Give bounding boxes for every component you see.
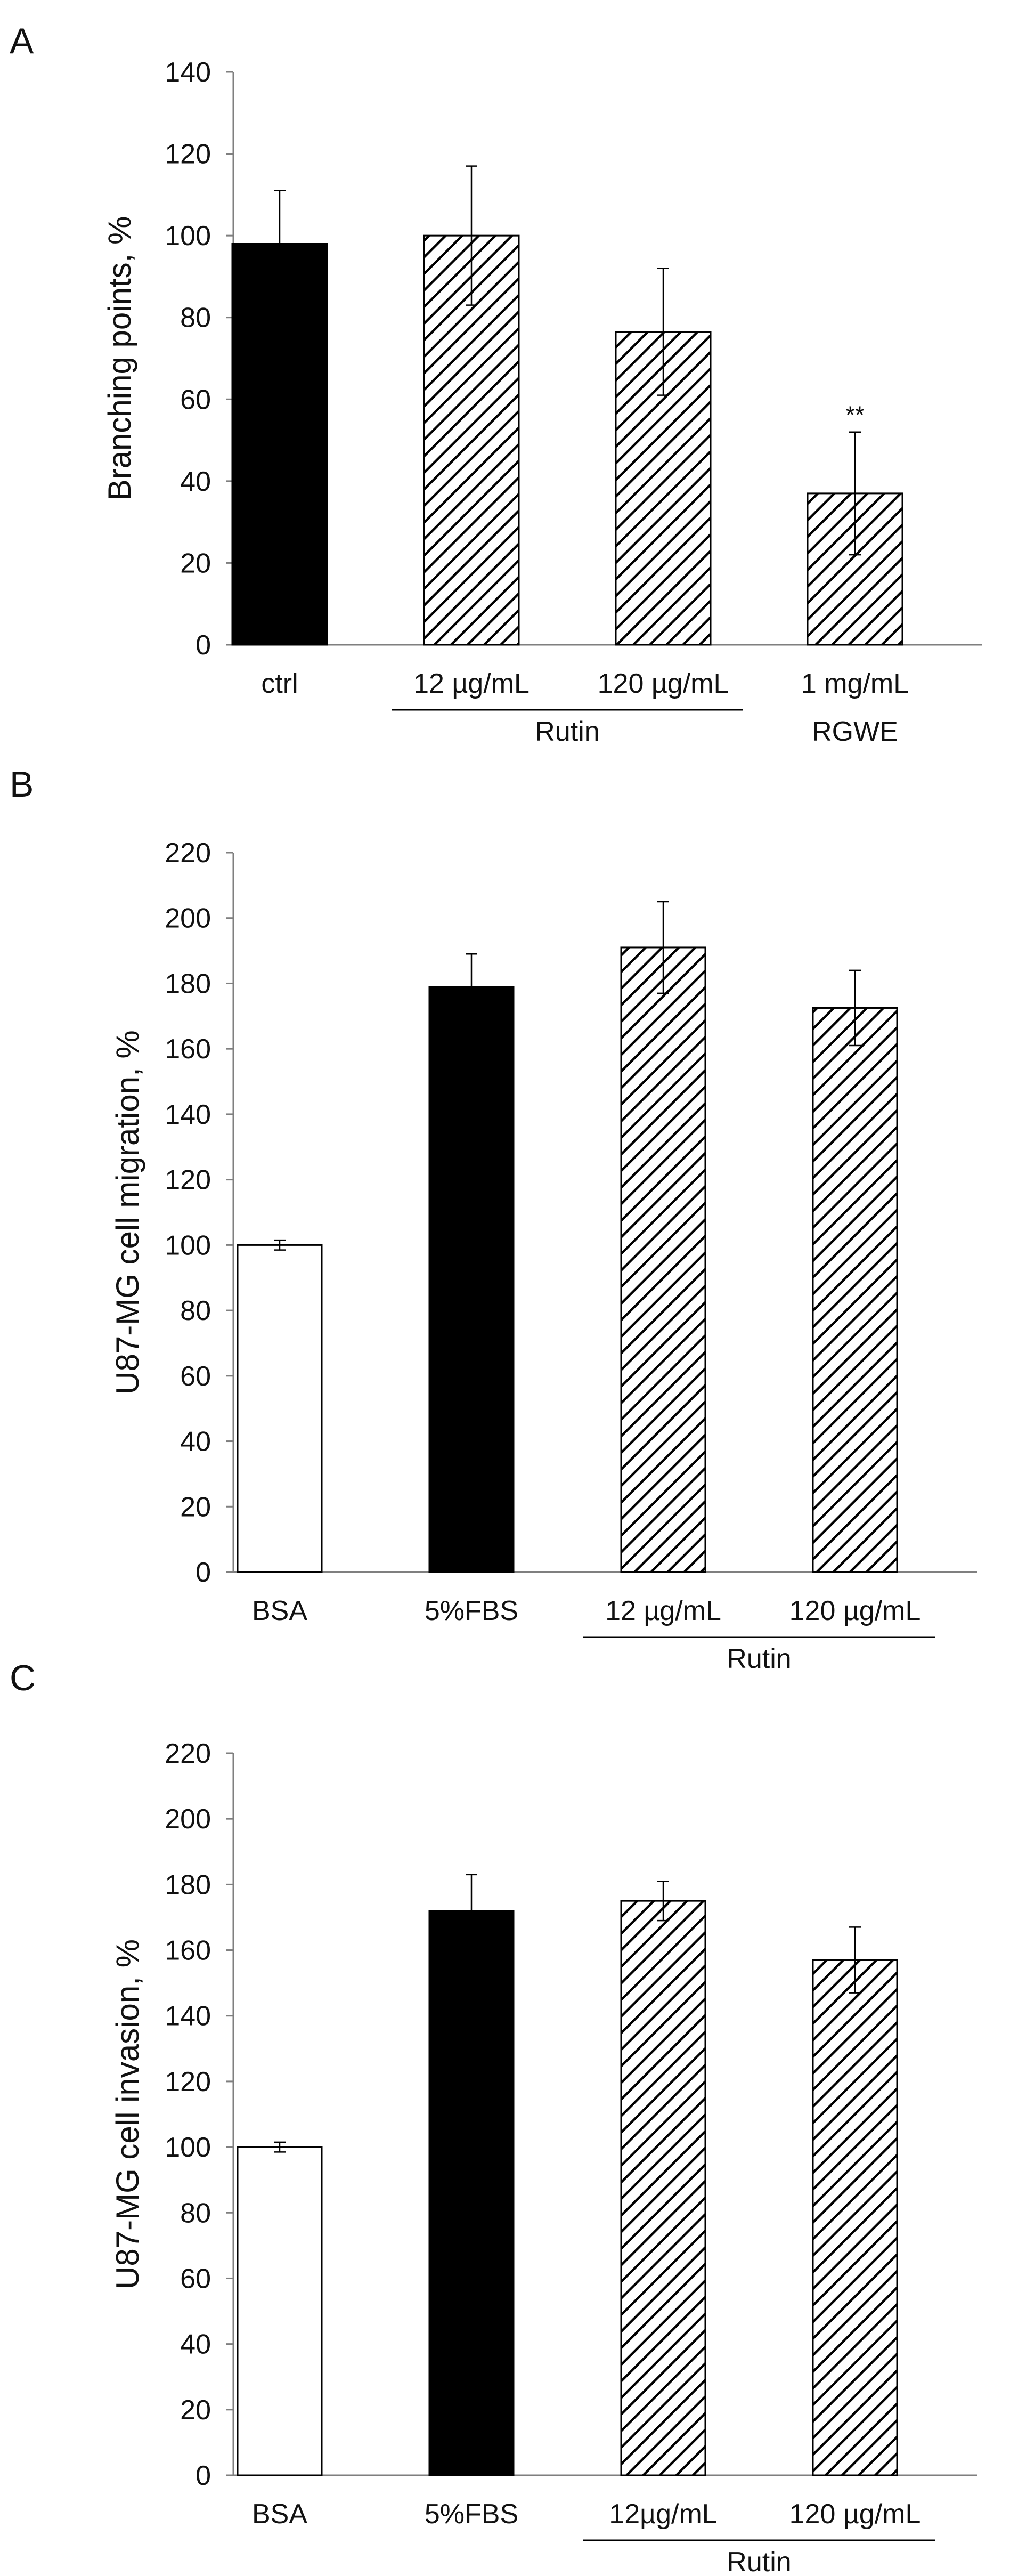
chart-panel-b: B 0 20 40 60 80 100 120 140 160 180 200 220 U87-MG ce… — [10, 764, 977, 1674]
group-label: Rutin — [535, 716, 599, 747]
category-label: 12 µg/mL — [605, 1595, 721, 1626]
bar — [812, 1959, 898, 2476]
group-label: RGWE — [812, 716, 898, 747]
category-label: 120 µg/mL — [789, 1595, 921, 1626]
y-tick-label: 40 — [180, 1427, 211, 1457]
bar — [428, 1910, 515, 2476]
y-axis-title: U87-MG cell invasion, % — [110, 1939, 145, 2289]
category-label: 5%FBS — [425, 2499, 518, 2530]
y-tick-label: 80 — [180, 2198, 211, 2229]
y-tick-label: 200 — [165, 903, 211, 934]
y-tick-label: 200 — [165, 1804, 211, 1835]
bar — [231, 243, 328, 646]
y-tick-label: 140 — [165, 2001, 211, 2032]
y-axis-title: U87-MG cell migration, % — [110, 1030, 145, 1395]
y-tick-label: 80 — [180, 303, 211, 334]
y-tick-label: 40 — [180, 466, 211, 497]
y-tick-label: 20 — [180, 548, 211, 579]
y-tick-label: 80 — [180, 1295, 211, 1326]
y-tick-label: 180 — [165, 1869, 211, 1900]
y-tick-label: 20 — [180, 1492, 211, 1522]
y-tick-label: 140 — [165, 1099, 211, 1130]
category-label: 12 µg/mL — [413, 668, 530, 699]
bar — [237, 2146, 323, 2476]
panel-letter: A — [10, 21, 34, 61]
bar — [237, 1244, 323, 1573]
group-label: Rutin — [727, 2547, 791, 2573]
category-label: 1 mg/mL — [801, 668, 909, 699]
y-tick-label: 220 — [165, 838, 211, 869]
y-tick-label: 120 — [165, 1165, 211, 1196]
y-tick-label: 60 — [180, 1361, 211, 1392]
y-axis-title: Branching points, % — [102, 216, 137, 501]
panel-letter: B — [10, 764, 34, 805]
y-tick-label: 60 — [180, 2263, 211, 2294]
y-tick-label: 60 — [180, 384, 211, 415]
chart-panel-a: A 0 20 40 60 80 100 120 140 Branching points, % ct… — [10, 21, 982, 747]
y-tick-label: 160 — [165, 1034, 211, 1065]
significance-label: ** — [845, 401, 865, 429]
bar — [620, 1900, 706, 2476]
panel-letter: C — [10, 1658, 36, 1698]
category-label: BSA — [252, 2499, 307, 2530]
category-label: 5%FBS — [425, 1595, 518, 1626]
bar — [812, 1007, 898, 1573]
category-label: 120 µg/mL — [598, 668, 729, 699]
category-label: 12µg/mL — [609, 2499, 717, 2530]
bar — [428, 986, 515, 1573]
y-tick-label: 20 — [180, 2395, 211, 2426]
y-tick-label: 0 — [196, 630, 211, 661]
y-tick-label: 180 — [165, 968, 211, 999]
y-tick-label: 100 — [165, 1230, 211, 1261]
y-tick-label: 120 — [165, 2067, 211, 2097]
y-tick-label: 100 — [165, 2132, 211, 2163]
y-tick-label: 140 — [165, 57, 211, 88]
chart-panel-c: C 0 20 40 60 80 100 120 140 160 180 200 220 U87-MG ce… — [10, 1658, 977, 2576]
y-tick-label: 0 — [196, 1557, 211, 1588]
y-tick-label: 220 — [165, 1738, 211, 1769]
category-label: BSA — [252, 1595, 307, 1626]
y-tick-label: 160 — [165, 1935, 211, 1966]
category-label: ctrl — [261, 668, 298, 699]
category-label: 120 µg/mL — [789, 2499, 921, 2530]
y-tick-label: 100 — [165, 221, 211, 252]
y-tick-label: 0 — [196, 2460, 211, 2491]
bar — [620, 946, 706, 1573]
y-tick-label: 40 — [180, 2329, 211, 2360]
group-label: Rutin — [727, 1643, 791, 1674]
y-tick-label: 120 — [165, 139, 211, 170]
